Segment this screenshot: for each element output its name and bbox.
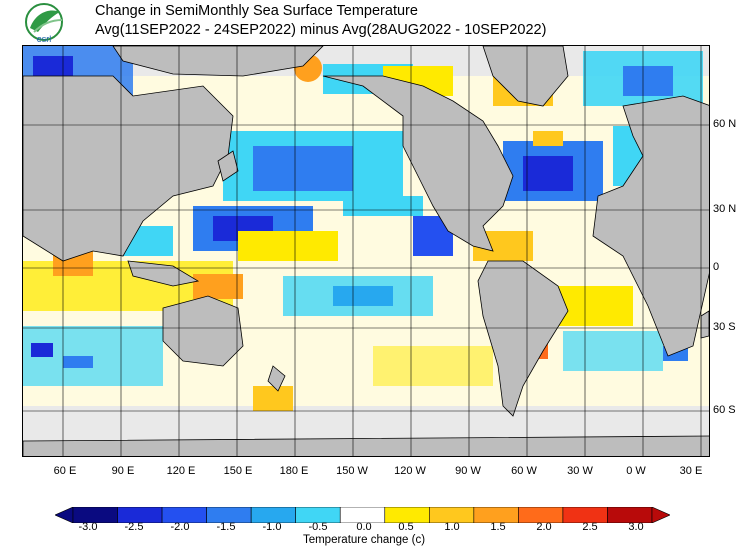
title-line-1: Change in SemiMonthly Sea Surface Temper… — [95, 3, 418, 19]
tropical-cool-patches — [123, 226, 433, 316]
colorbar — [55, 507, 670, 523]
lon-label-180e: 180 E — [279, 465, 309, 477]
lon-label-30e: 30 E — [679, 465, 703, 477]
north-america — [322, 75, 514, 252]
cb-label-1.0: 1.0 — [444, 521, 460, 533]
colorbar-swatches — [72, 507, 653, 523]
greenland — [482, 46, 569, 107]
cb-label-2.5: 2.5 — [582, 521, 598, 533]
cb-label-neg2.5: -2.5 — [124, 521, 144, 533]
lon-label-150w: 150 W — [336, 465, 368, 477]
map-canvas — [23, 46, 709, 456]
lon-label-90e: 90 E — [111, 465, 135, 477]
north-pacific-cooling — [193, 131, 453, 256]
cb-label-neg3.0: -3.0 — [78, 521, 98, 533]
lon-label-90w: 90 W — [455, 465, 481, 477]
antarctica — [23, 435, 709, 456]
lat-label-60n: 60 N — [713, 118, 737, 130]
cb-label-0.5: 0.5 — [398, 521, 414, 533]
cb-label-2.0: 2.0 — [536, 521, 552, 533]
cb-label-0.0: 0.0 — [356, 521, 372, 533]
logo-text: esrl — [37, 34, 52, 44]
graticule — [23, 46, 709, 456]
title-line-2: Avg(11SEP2022 - 24SEP2022) minus Avg(28A… — [95, 22, 547, 38]
cb-label-neg2.0: -2.0 — [170, 521, 190, 533]
australia — [162, 295, 244, 367]
lat-label-0: 0 — [713, 261, 720, 273]
sst-change-map — [22, 45, 710, 457]
esrl-logo: esrl — [22, 2, 68, 44]
lon-label-150e: 150 E — [223, 465, 253, 477]
cb-label-neg1.5: -1.5 — [216, 521, 236, 533]
map-title: Change in SemiMonthly Sea Surface Temper… — [95, 2, 546, 40]
lat-label-30n: 30 N — [713, 203, 737, 215]
colorbar-arrow-left — [55, 507, 74, 523]
land-masses — [23, 46, 709, 456]
lon-label-0w: 0 W — [626, 465, 646, 477]
colorbar-title: Temperature change (c) — [302, 534, 426, 546]
cb-label-3.0: 3.0 — [628, 521, 644, 533]
lat-label-30s: 30 S — [713, 321, 736, 333]
indonesia — [127, 260, 200, 287]
japan — [217, 150, 239, 182]
south-america — [477, 260, 569, 417]
europe-africa — [592, 95, 709, 357]
cb-label-1.5: 1.5 — [490, 521, 506, 533]
cb-label-neg0.5: -0.5 — [308, 521, 328, 533]
lon-label-120w: 120 W — [394, 465, 426, 477]
cb-label-neg1.0: -1.0 — [262, 521, 282, 533]
colorbar-arrow-right — [651, 507, 670, 523]
madagascar — [700, 310, 709, 339]
lon-label-30w: 30 W — [567, 465, 593, 477]
lon-label-60w: 60 W — [511, 465, 537, 477]
siberia-north — [112, 46, 324, 77]
lon-label-60e: 60 E — [53, 465, 77, 477]
lat-label-60s: 60 S — [713, 404, 736, 416]
asia — [23, 75, 234, 262]
lon-label-120e: 120 E — [166, 465, 196, 477]
new-zealand — [267, 365, 286, 392]
